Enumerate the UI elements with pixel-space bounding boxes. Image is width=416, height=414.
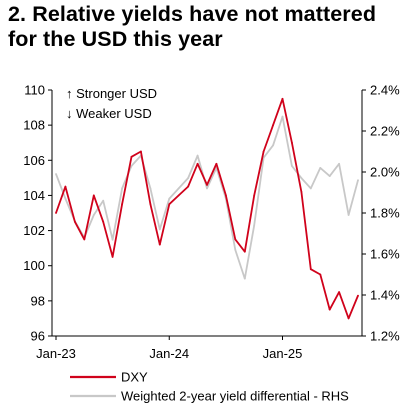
- legend-label-dxy: DXY: [121, 370, 148, 385]
- yield-differential-point: [92, 214, 95, 216]
- dxy-point: [262, 150, 265, 153]
- series-layer: [55, 97, 359, 320]
- yield-differential-point: [149, 187, 152, 190]
- y-right-tick-label: 1.8%: [370, 206, 400, 221]
- y-left-tick-label: 96: [31, 329, 45, 344]
- yield-differential-line: [55, 115, 359, 280]
- y-right-tick-label: 1.6%: [370, 247, 400, 262]
- dxy-point: [149, 203, 152, 206]
- dxy-point: [168, 203, 171, 206]
- yield-differential-point: [319, 167, 322, 169]
- y-right-tick-label: 1.4%: [370, 288, 400, 303]
- dxy-point: [319, 273, 322, 276]
- yield-differential-point: [309, 187, 312, 190]
- yield-differential-point: [130, 165, 133, 167]
- y-right-tick-label: 2.0%: [370, 165, 400, 180]
- yield-differential-point: [158, 228, 161, 231]
- dxy-point: [102, 220, 105, 223]
- dxy-line: [55, 97, 359, 320]
- dxy-point: [338, 291, 340, 293]
- x-tick-label: Jan-23: [36, 346, 76, 361]
- dxy-point: [300, 191, 303, 193]
- dxy-point: [55, 212, 57, 214]
- yield-differential-point: [347, 214, 350, 216]
- dxy-point: [206, 184, 208, 186]
- y-right-tick-label: 1.2%: [370, 329, 400, 344]
- yield-differential-point: [300, 177, 303, 180]
- chart-annotation: ↓ Weaker USD: [66, 106, 152, 121]
- dxy-point: [92, 194, 95, 197]
- yield-differential-point: [253, 224, 256, 227]
- y-left-tick-label: 98: [31, 293, 45, 308]
- y-left-tick-label: 100: [23, 258, 45, 273]
- dxy-point: [130, 155, 133, 158]
- chart-legend: DXY Weighted 2-year yield differential - …: [70, 370, 349, 404]
- yield-differential-point: [177, 187, 180, 190]
- yield-differential-point: [357, 179, 359, 182]
- dxy-point: [357, 294, 359, 297]
- dxy-point: [309, 268, 312, 271]
- dxy-point: [328, 308, 331, 311]
- yield-differential-point: [272, 144, 274, 147]
- dxy-point: [196, 162, 199, 165]
- dxy-point: [225, 194, 227, 197]
- dxy-point: [64, 185, 67, 188]
- chart-title: 2. Relative yields have not mattered for…: [8, 2, 377, 51]
- yield-differential-point: [234, 249, 237, 251]
- yield-differential-point: [55, 173, 57, 175]
- yield-differential-point: [196, 154, 199, 157]
- legend-label-yield-differential: Weighted 2-year yield differential - RHS: [121, 389, 349, 404]
- dxy-point: [83, 238, 86, 241]
- yield-differential-point: [206, 187, 208, 190]
- dxy-point: [243, 250, 246, 253]
- yield-differential-point: [328, 175, 331, 178]
- y-left-tick-label: 102: [23, 223, 45, 238]
- dxy-point: [140, 150, 142, 153]
- y-left-tick-label: 104: [23, 188, 45, 203]
- chart-annotation: ↑ Stronger USD: [66, 86, 157, 101]
- yield-differential-point: [243, 277, 246, 280]
- x-tick-label: Jan-25: [263, 346, 303, 361]
- x-tick-label: Jan-24: [149, 346, 189, 361]
- yield-differential-point: [111, 238, 114, 241]
- dxy-point: [177, 194, 180, 197]
- yield-differential-point: [121, 187, 123, 190]
- dxy-point: [234, 238, 237, 241]
- dxy-point: [215, 162, 218, 165]
- dxy-point: [253, 194, 256, 197]
- yield-differential-point: [281, 115, 284, 118]
- dxy-point: [158, 243, 161, 246]
- y-left-tick-label: 106: [23, 153, 45, 168]
- dxy-point: [187, 185, 190, 188]
- yield-differential-point: [64, 197, 67, 200]
- dxy-point: [111, 256, 114, 258]
- y-right-tick-label: 2.4%: [370, 83, 400, 98]
- yield-differential-point: [187, 177, 190, 180]
- dxy-point: [291, 141, 293, 144]
- yield-differential-point: [102, 199, 105, 202]
- chart-axes: 96 98 100 102 104 106 108 110 1.2% 1.4% 1.6% 1.8% 2.…: [23, 83, 400, 362]
- y-left-tick-label: 108: [23, 118, 45, 133]
- y-right-tick-label: 2.2%: [370, 124, 400, 139]
- dxy-point: [121, 203, 123, 206]
- dxy-point: [272, 124, 274, 126]
- yield-differential-point: [338, 162, 340, 165]
- y-left-tick-label: 110: [24, 83, 45, 98]
- yield-differential-point: [168, 197, 171, 200]
- dxy-point: [281, 97, 284, 100]
- dxy-point: [74, 220, 76, 223]
- yield-differential-point: [291, 165, 293, 167]
- dxy-point: [347, 317, 350, 320]
